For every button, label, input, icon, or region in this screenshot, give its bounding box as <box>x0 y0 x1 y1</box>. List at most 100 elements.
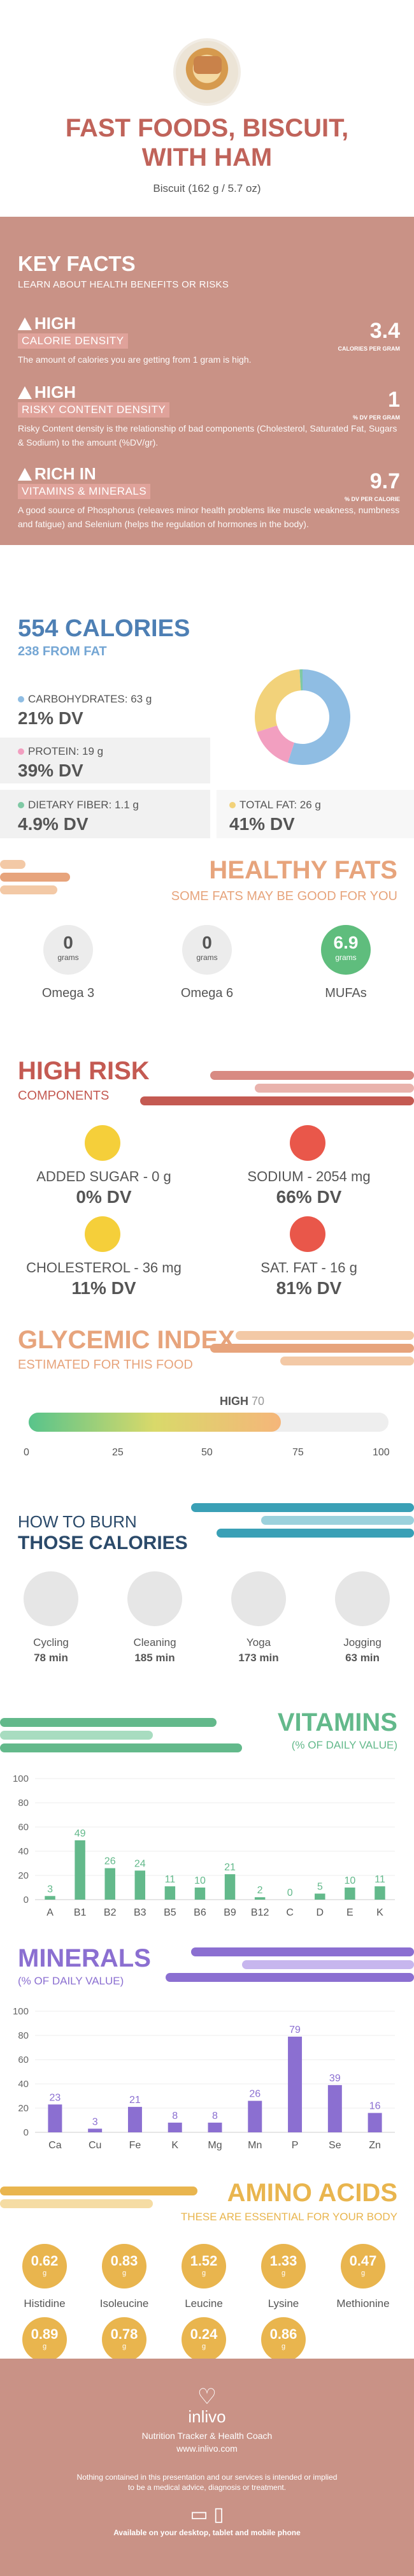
high-risk-title: HIGH RISK <box>18 1057 150 1085</box>
macro-dv: 21% DV <box>18 708 83 728</box>
fact-level: RICH IN <box>34 464 96 483</box>
activity-minutes: 63 min <box>345 1652 380 1664</box>
risk-dv-sodium: 66% DV <box>276 1187 342 1207</box>
bar-K <box>375 1886 385 1900</box>
decor-stripe <box>210 1071 414 1080</box>
x-tick-label: Mg <box>208 2140 222 2151</box>
macro-carbs: CARBOHYDRATES: 63 g 21% DV <box>18 693 209 729</box>
title-line-1: FAST FOODS, BISCUIT, <box>65 114 349 142</box>
decor-stripe <box>280 1357 414 1365</box>
risk-label-sugar: ADDED SUGAR - 0 g <box>36 1168 171 1184</box>
bar-Mg <box>208 2122 222 2132</box>
y-tick-label: 60 <box>18 1822 29 1833</box>
bar-Mn <box>248 2100 262 2132</box>
gi-fill-bar <box>29 1413 281 1432</box>
glycemic-index-section: GLYCEMIC INDEX ESTIMATED FOR THIS FOOD H… <box>0 1294 414 1504</box>
fact-risky-content: HIGH RISKY CONTENT DENSITY 1 % DV PER GR… <box>18 382 400 449</box>
x-tick-label: B1 <box>74 1907 87 1918</box>
fact-unit: CALORIES PER GRAM <box>338 346 400 352</box>
x-tick-label: B5 <box>164 1907 176 1918</box>
amino-name: Histidine <box>24 2297 66 2310</box>
amino-name: Lysine <box>268 2297 299 2310</box>
amino-unit: g <box>122 2343 127 2350</box>
fat-unit: grams <box>196 953 218 962</box>
bar-P <box>288 2036 303 2132</box>
amino-methionine: 0.47 g Methionine <box>328 2244 398 2310</box>
decor-stripe <box>0 2199 153 2208</box>
sad-face-icon <box>290 1216 325 1252</box>
amino-value: 0.24 <box>190 2326 218 2342</box>
bar-value-label: 11 <box>165 1874 176 1885</box>
bar-Ca <box>48 2104 62 2132</box>
page-title: FAST FOODS, BISCUIT, WITH HAM <box>0 113 414 172</box>
fiber-dot-icon <box>18 802 24 808</box>
fact-vitamins-minerals: RICH IN VITAMINS & MINERALS 9.7 % DV PER… <box>18 464 400 531</box>
amino-isoleucine: 0.83 g Isoleucine <box>89 2244 159 2310</box>
happy-face-icon <box>85 1216 120 1252</box>
gi-tick: 75 <box>292 1447 304 1458</box>
bar-value-label: 49 <box>75 1828 86 1839</box>
amino-acids-section: AMINO ACIDS THESE ARE ESSENTIAL FOR YOUR… <box>0 2167 414 2383</box>
x-tick-label: B3 <box>134 1907 146 1918</box>
activity-jogging: Jogging 63 min <box>321 1571 404 1664</box>
bar-B12 <box>254 1897 266 1900</box>
amino-value: 0.89 <box>31 2326 59 2342</box>
y-tick-label: 0 <box>24 2127 29 2138</box>
x-tick-label: B2 <box>104 1907 117 1918</box>
fact-unit: % DV PER GRAM <box>352 414 400 421</box>
bar-Fe <box>127 2107 142 2132</box>
amino-circle: 0.47 g <box>341 2244 385 2289</box>
decor-stripe <box>0 873 70 882</box>
macro-name: CARBOHYDRATES: 63 g <box>28 693 152 705</box>
calories-from-fat: 238 FROM FAT <box>18 644 107 659</box>
bar-value-label: 21 <box>224 1862 236 1873</box>
decor-stripe <box>242 1960 414 1969</box>
donut-slice-carbs <box>287 669 350 765</box>
decor-stripe <box>261 1516 414 1525</box>
amino-circle: 0.24 g <box>182 2317 226 2362</box>
amino-histidine: 0.62 g Histidine <box>10 2244 80 2310</box>
amino-subtitle: THESE ARE ESSENTIAL FOR YOUR BODY <box>180 2211 397 2223</box>
amino-unit: g <box>201 2343 206 2350</box>
decor-stripe <box>140 1096 414 1105</box>
donut-slice-protein <box>257 725 295 763</box>
amino-circle: 0.78 g <box>102 2317 146 2362</box>
amino-value: 0.78 <box>110 2326 138 2342</box>
amino-value: 0.86 <box>269 2326 297 2342</box>
minerals-title: MINERALS <box>18 1944 151 1972</box>
vitamins-subtitle: (% OF DAILY VALUE) <box>291 1739 397 1751</box>
fact-calorie-density: HIGH CALORIE DENSITY 3.4 CALORIES PER GR… <box>18 314 400 367</box>
amino-circle: 1.33 g <box>261 2244 306 2289</box>
heart-logo-icon: ♡ <box>197 2385 217 2409</box>
bar-Se <box>327 2085 342 2132</box>
x-tick-label: Zn <box>369 2140 381 2151</box>
activity-cleaning: Cleaning 185 min <box>113 1571 196 1664</box>
macro-dv: 39% DV <box>18 760 83 780</box>
bar-B2 <box>104 1868 115 1900</box>
bar-value-label: 8 <box>172 2111 178 2121</box>
bar-value-label: 11 <box>375 1874 385 1885</box>
x-tick-label: C <box>286 1907 294 1918</box>
fact-label: VITAMINS & MINERALS <box>18 484 151 499</box>
bar-value-label: 10 <box>344 1875 355 1886</box>
brand-url[interactable]: www.inlivo.com <box>176 2443 238 2454</box>
amino-value: 1.33 <box>269 2253 297 2269</box>
y-tick-label: 60 <box>18 2055 29 2065</box>
cycling-icon <box>24 1571 78 1626</box>
bar-B1 <box>75 1840 85 1900</box>
amino-value: 0.62 <box>31 2253 59 2269</box>
x-tick-label: B6 <box>194 1907 206 1918</box>
fact-description: Risky Content density is the relationshi… <box>18 423 397 448</box>
bar-Cu <box>88 2128 103 2132</box>
amino-name: Leucine <box>185 2297 223 2310</box>
amino-leucine: 1.52 g Leucine <box>169 2244 239 2310</box>
risk-dv-satfat: 81% DV <box>276 1278 342 1298</box>
donut-slice-fiber <box>299 669 303 691</box>
omega6-label: Omega 6 <box>180 986 234 1000</box>
bar-value-label: 26 <box>249 2089 261 2100</box>
activity-name: Jogging <box>343 1636 382 1648</box>
fact-value: 9.7 <box>369 469 400 493</box>
bar-value-label: 3 <box>47 1884 53 1895</box>
disclaimer-line-1: Nothing contained in this presentation a… <box>76 2473 338 2482</box>
y-tick-label: 100 <box>13 2006 29 2017</box>
